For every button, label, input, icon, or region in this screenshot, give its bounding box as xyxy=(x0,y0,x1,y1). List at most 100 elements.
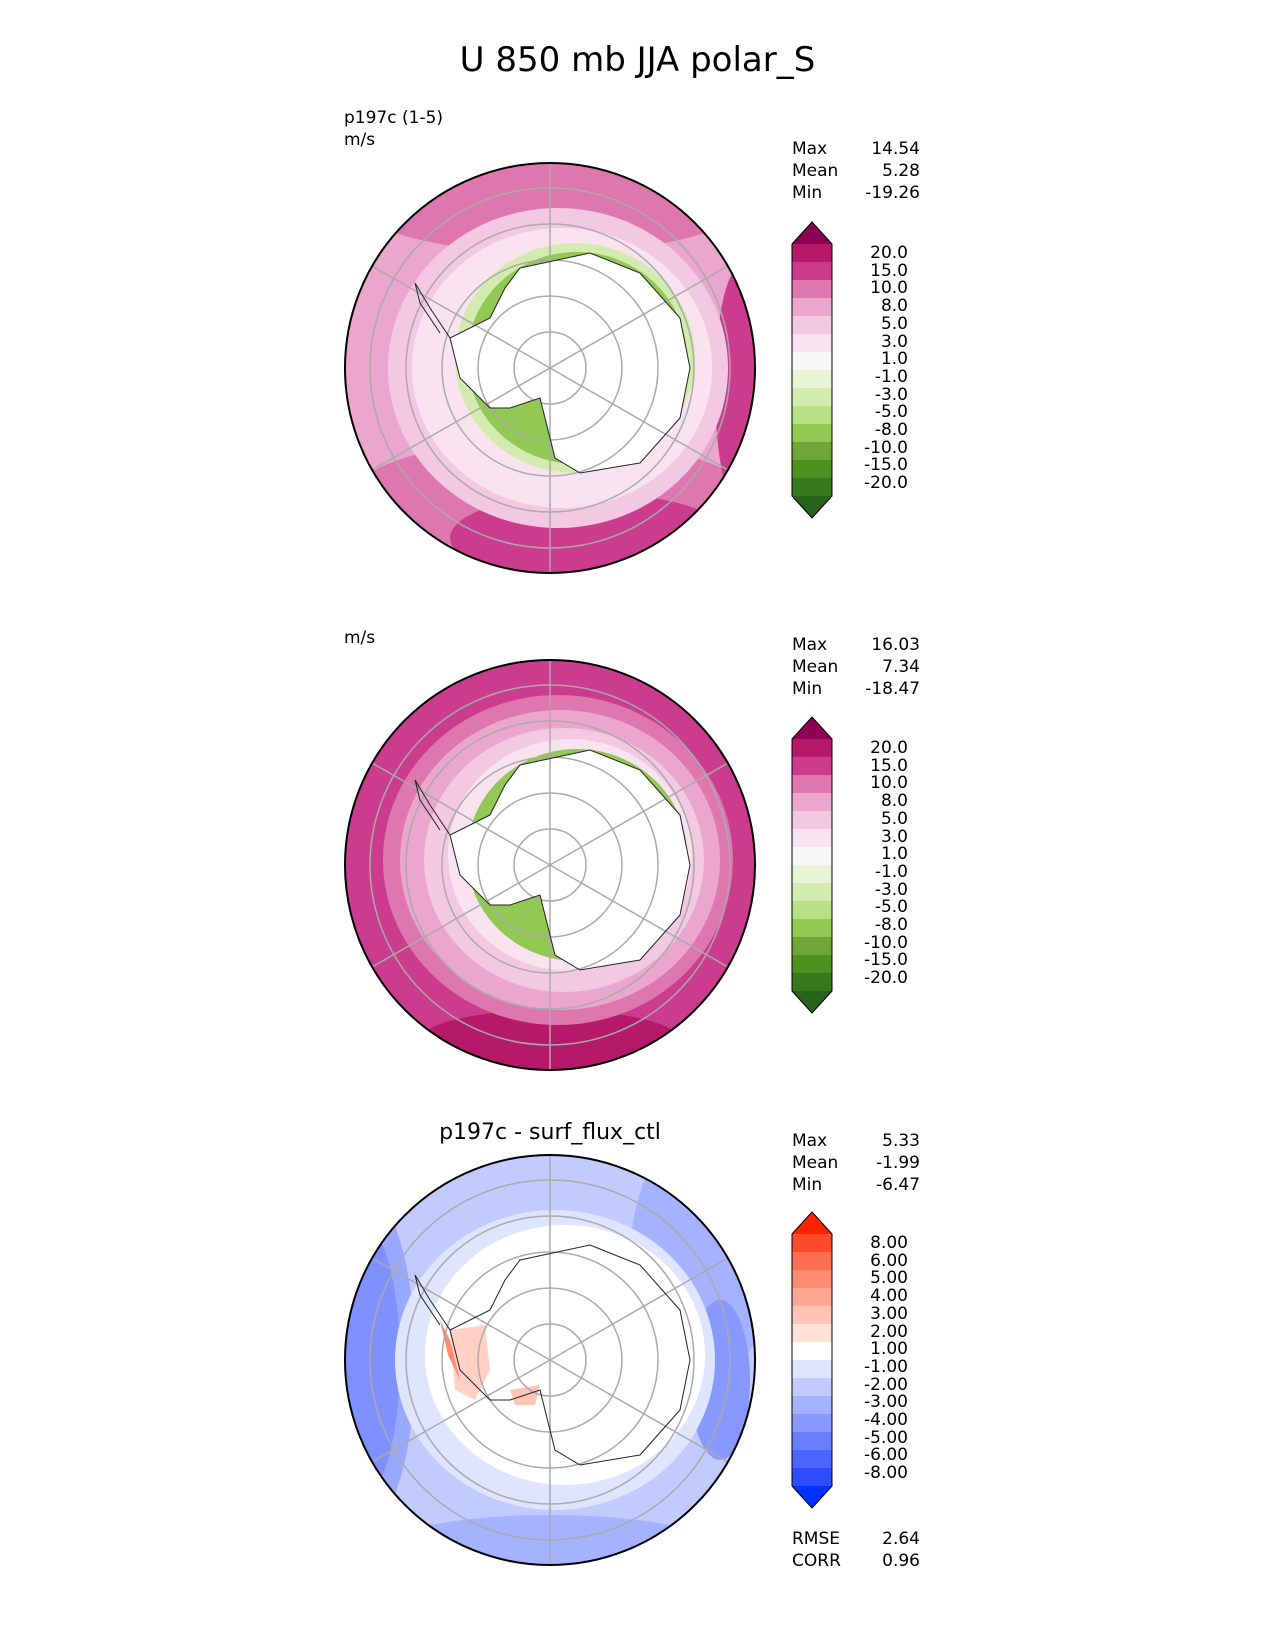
panel1-cbar-tick: -8.0 xyxy=(874,420,908,440)
panel3-max-label: Max xyxy=(792,1131,828,1151)
panel2-cbar-tick: -10.0 xyxy=(864,932,908,953)
panel2-cbar-tick: 5.0 xyxy=(880,808,908,829)
colorbar-extend-min xyxy=(792,1486,832,1508)
colorbar-segment xyxy=(792,442,832,461)
colorbar-segment xyxy=(792,1396,832,1415)
colorbar-segment xyxy=(792,334,832,353)
panel3-cbar-tick: -4.00 xyxy=(864,1410,908,1430)
colorbar-segment xyxy=(792,1414,832,1433)
colorbar-segment xyxy=(792,865,832,884)
panel2-cbar-tick: 8.0 xyxy=(880,791,908,812)
colorbar-segment xyxy=(792,883,832,902)
corr-value: 0.96 xyxy=(882,1551,920,1571)
colorbar-segment xyxy=(792,1378,832,1397)
panel1-max-value: 14.54 xyxy=(871,139,920,159)
panel3-cbar-tick: 5.00 xyxy=(870,1268,908,1289)
colorbar-segment xyxy=(792,478,832,497)
colorbar-segment xyxy=(792,955,832,974)
colorbar-segment xyxy=(792,460,832,479)
panel3-cbar-tick: -3.00 xyxy=(864,1392,908,1413)
colorbar-segment xyxy=(792,1450,832,1469)
panel3-cbar-tick: -8.00 xyxy=(864,1463,908,1484)
colorbar-segment xyxy=(792,370,832,389)
panel1-label: p197c (1-5) m/s xyxy=(344,107,443,151)
panel2-cbar-tick: 10.0 xyxy=(870,773,908,794)
colorbar-segment xyxy=(792,352,832,371)
colorbar-segment xyxy=(792,919,832,938)
panel2-cbar-tick: -5.0 xyxy=(874,897,908,918)
panel2-label: m/s xyxy=(344,627,375,649)
panel3-cbar-tick: 6.00 xyxy=(870,1250,908,1271)
panel1-cbar-tick: 3.0 xyxy=(880,331,908,352)
panel3-polar-map xyxy=(344,1154,756,1566)
colorbar-segment xyxy=(792,244,832,263)
rmse-label: RMSE xyxy=(792,1529,841,1549)
panel1-cbar-tick: 1.0 xyxy=(880,349,908,370)
colorbar-segment xyxy=(792,1324,832,1343)
colorbar-segment xyxy=(792,1468,832,1487)
colorbar-segment xyxy=(792,829,832,848)
panel3-cbar-tick: -1.00 xyxy=(864,1356,908,1377)
panel1-graticule xyxy=(369,163,731,573)
colorbar-segment xyxy=(792,1306,832,1325)
panel3-title: p197c - surf_flux_ctl xyxy=(439,1120,661,1145)
panel2-min-value: -18.47 xyxy=(865,679,920,699)
panel3-cbar-tick: 1.00 xyxy=(870,1339,908,1360)
panel3-cbar-tick: -2.00 xyxy=(864,1374,908,1395)
colorbar-segment xyxy=(792,739,832,758)
panel3-colorbar-labels: 8.00 6.00 5.00 4.00 3.00 2.00 1.00 -1.00… xyxy=(838,1234,908,1482)
panel1-max-label: Max xyxy=(792,139,828,159)
colorbar-extend-max xyxy=(792,222,832,244)
panel2-polar-map xyxy=(344,659,756,1071)
colorbar-segment xyxy=(792,901,832,920)
panel2-cbar-tick: 15.0 xyxy=(870,755,908,776)
panel2-max-value: 16.03 xyxy=(871,635,920,655)
panel2-cbar-tick: 1.0 xyxy=(880,844,908,865)
rmse-value: 2.64 xyxy=(882,1529,920,1549)
colorbar-segment xyxy=(792,262,832,281)
colorbar-extend-min xyxy=(792,496,832,518)
panel2-cbar-tick: -3.0 xyxy=(874,879,908,900)
panel2-mean-value: 7.34 xyxy=(882,657,920,677)
panel1-mean-label: Mean xyxy=(792,161,839,181)
panel3-coastline xyxy=(414,1244,691,1466)
colorbar-segment xyxy=(792,280,832,299)
panel2-mean-label: Mean xyxy=(792,657,839,677)
panel3-min-value: -6.47 xyxy=(876,1175,920,1195)
colorbar-segment xyxy=(792,1288,832,1307)
panel3-stats: Max 5.33 Mean -1.99 Min -6.47 xyxy=(792,1130,920,1196)
panel2-cbar-tick: -15.0 xyxy=(864,950,908,971)
panel1-polar-map xyxy=(344,162,756,574)
panel1-label-case: p197c (1-5) xyxy=(344,108,444,128)
colorbar-segment xyxy=(792,424,832,443)
panel2-max-label: Max xyxy=(792,635,828,655)
panel2-stats: Max 16.03 Mean 7.34 Min -18.47 xyxy=(792,634,920,700)
corr-label: CORR xyxy=(792,1551,841,1571)
panel2-cbar-tick: -8.0 xyxy=(874,915,908,935)
colorbar-segment xyxy=(792,775,832,794)
panel3-mean-label: Mean xyxy=(792,1153,839,1173)
panel3-metrics: RMSE 2.64 CORR 0.96 xyxy=(792,1528,920,1572)
panel1-cbar-tick: -10.0 xyxy=(864,437,908,458)
panel3-graticule xyxy=(369,1155,731,1565)
panel1-colorbar xyxy=(791,221,833,519)
panel3-cbar-tick: 2.00 xyxy=(870,1321,908,1342)
colorbar-outline xyxy=(791,221,833,519)
panel2-min-label: Min xyxy=(792,679,823,699)
colorbar-segment xyxy=(792,937,832,956)
panel1-min-label: Min xyxy=(792,183,823,203)
panel1-label-units: m/s xyxy=(344,130,376,150)
colorbar-extend-max xyxy=(792,717,832,739)
panel3-cbar-tick: 4.00 xyxy=(870,1286,908,1307)
panel1-cbar-tick: -3.0 xyxy=(874,384,908,405)
colorbar-segment xyxy=(792,811,832,830)
panel1-cbar-tick: -1.0 xyxy=(874,366,908,387)
colorbar-segment xyxy=(792,1360,832,1379)
colorbar-segment xyxy=(792,298,832,317)
panel1-cbar-tick: 5.0 xyxy=(880,313,908,334)
panel2-cbar-tick: 3.0 xyxy=(880,826,908,847)
panel2-label-units: m/s xyxy=(344,628,376,648)
colorbar-segment xyxy=(792,847,832,866)
panel3-cbar-tick: -6.00 xyxy=(864,1445,908,1466)
panel1-cbar-tick: 10.0 xyxy=(870,278,908,299)
